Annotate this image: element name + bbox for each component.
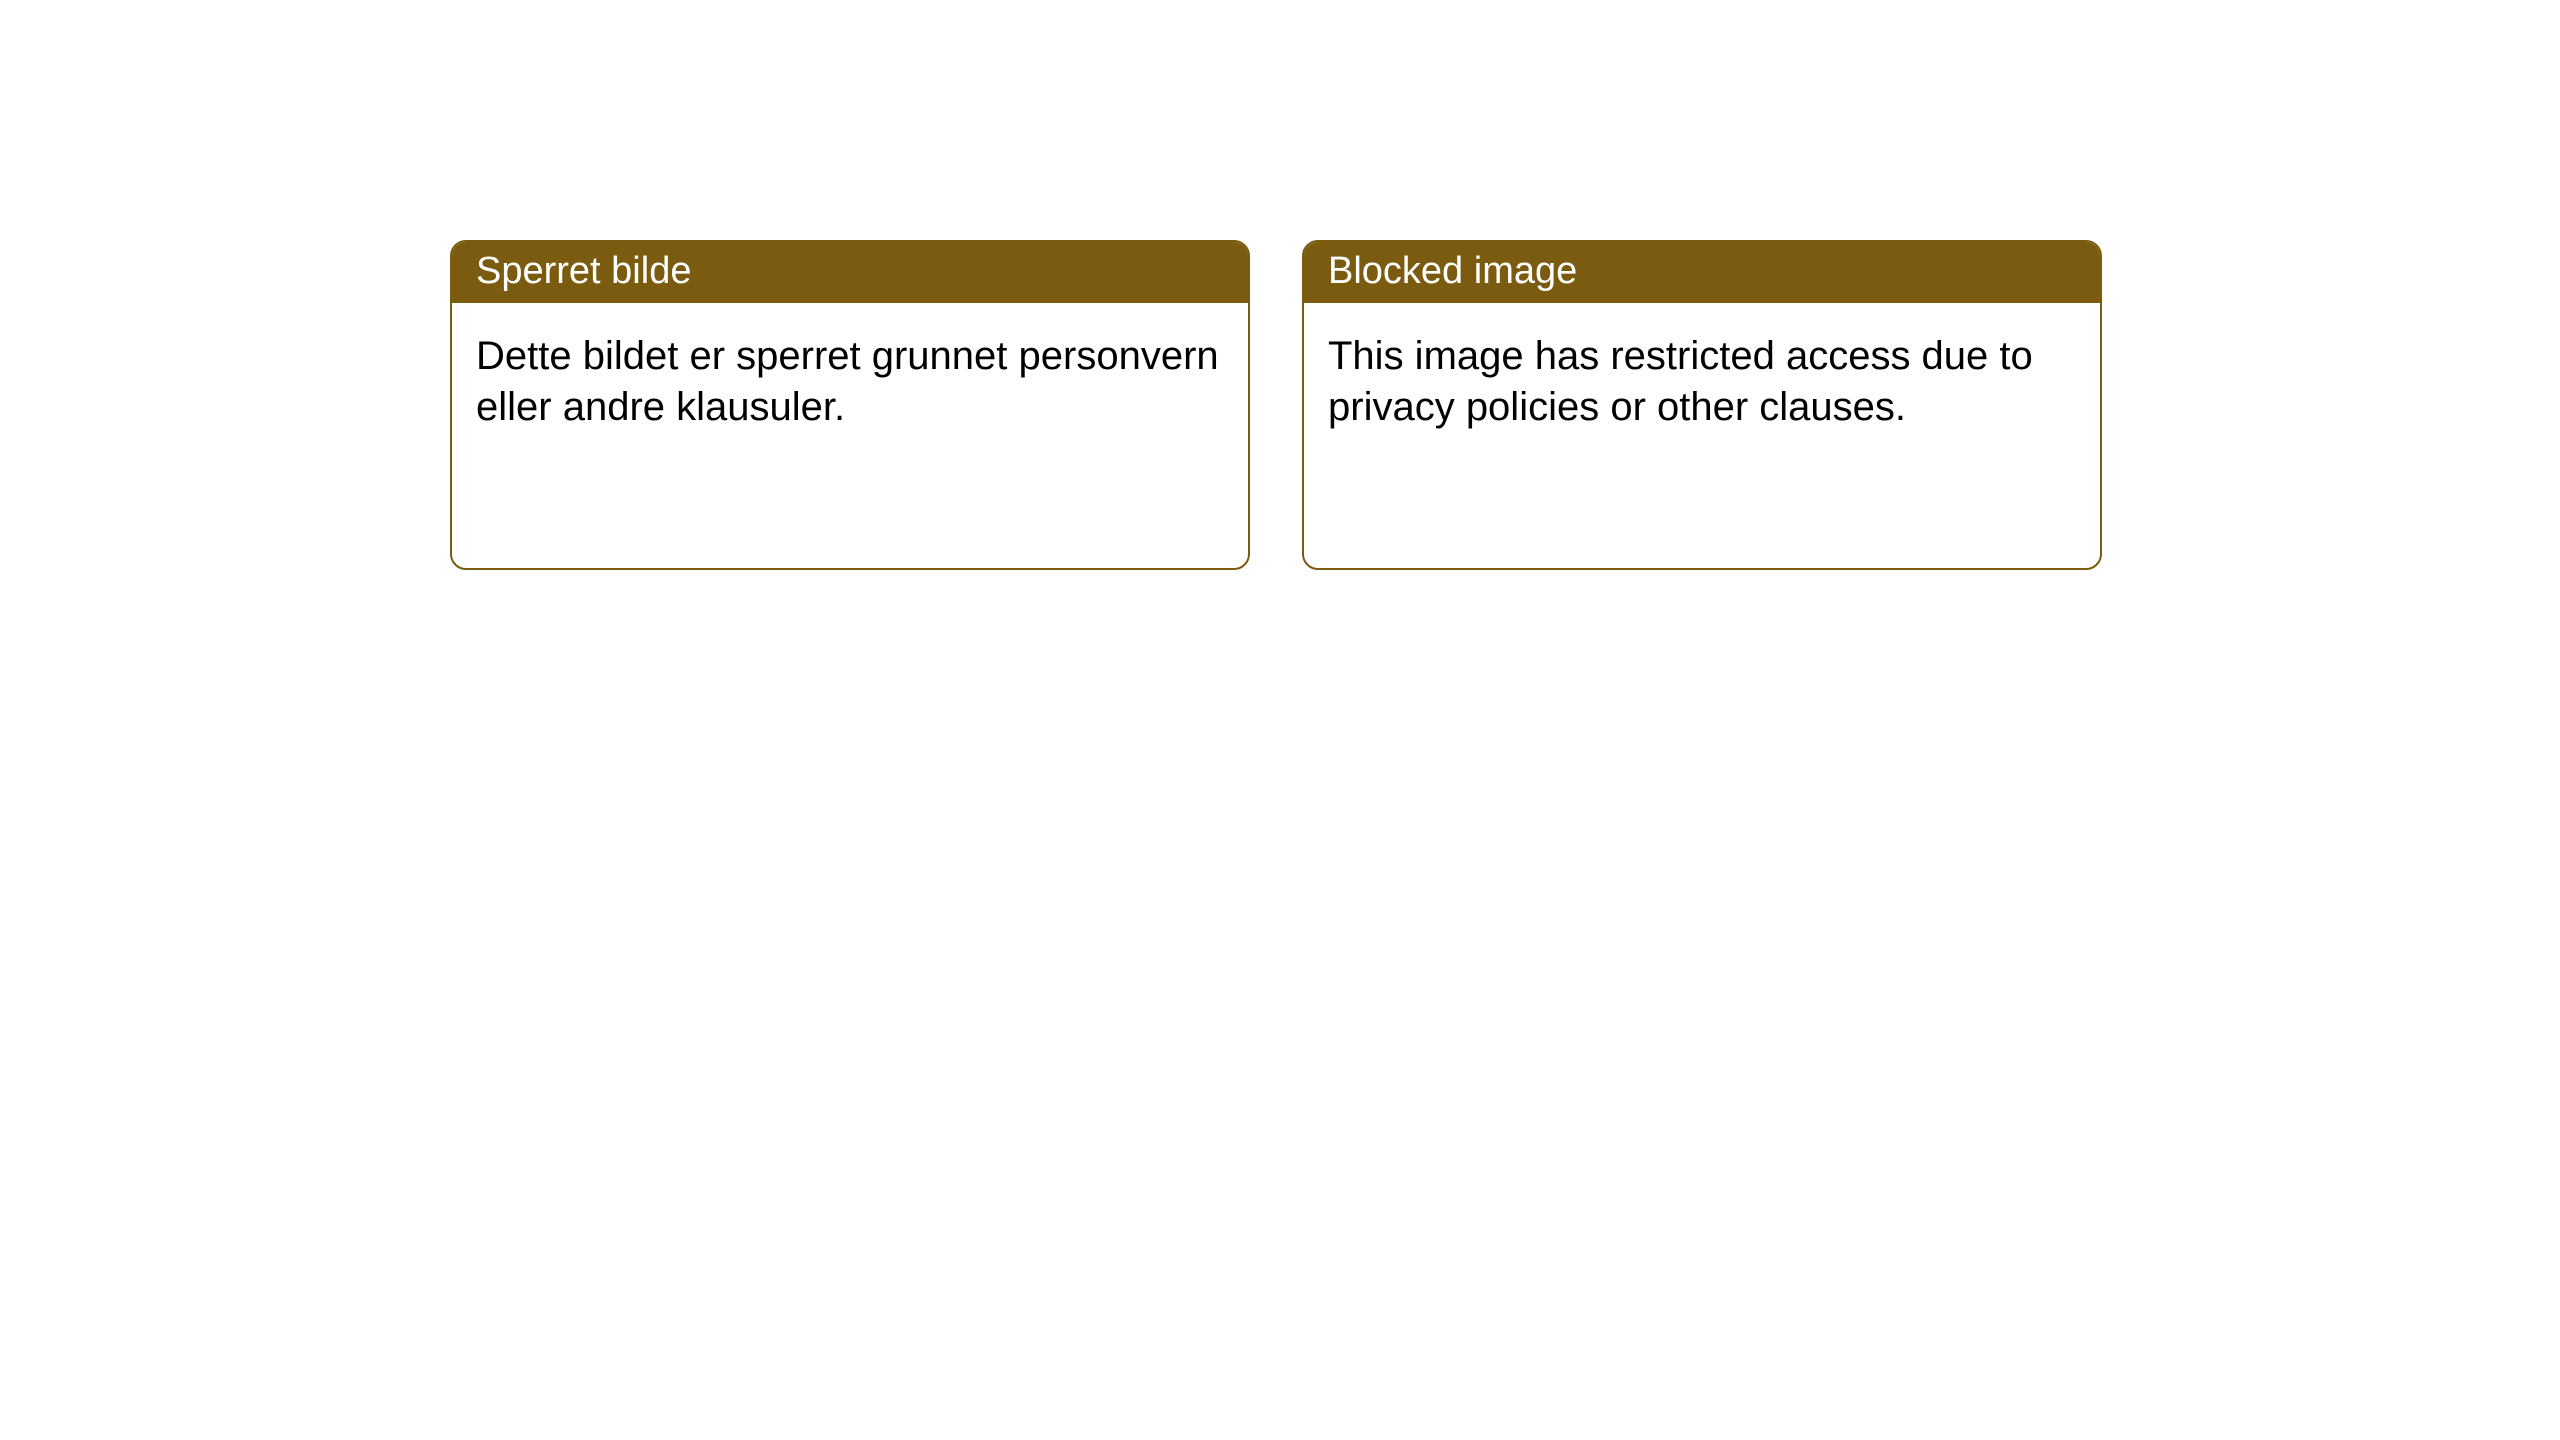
notice-title: Blocked image	[1304, 242, 2100, 303]
notice-body: Dette bildet er sperret grunnet personve…	[452, 303, 1248, 461]
notice-title: Sperret bilde	[452, 242, 1248, 303]
notice-box-english: Blocked image This image has restricted …	[1302, 240, 2102, 570]
notice-box-norwegian: Sperret bilde Dette bildet er sperret gr…	[450, 240, 1250, 570]
notice-body: This image has restricted access due to …	[1304, 303, 2100, 461]
notice-container: Sperret bilde Dette bildet er sperret gr…	[0, 0, 2560, 570]
